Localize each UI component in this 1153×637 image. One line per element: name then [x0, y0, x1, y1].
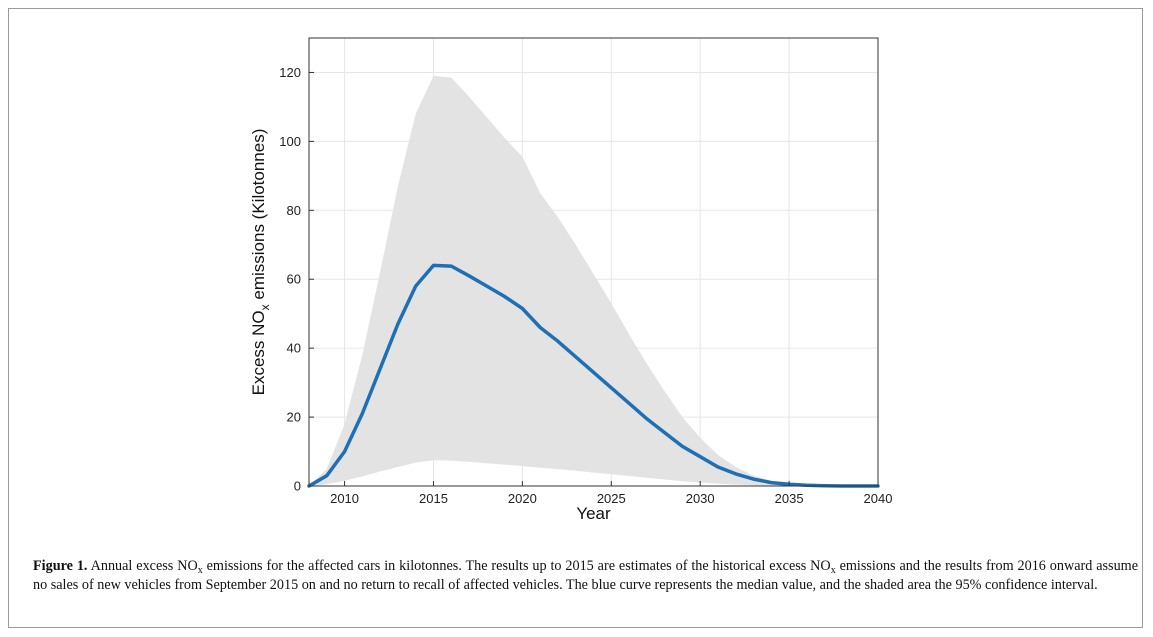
y-tick-label: 120 [279, 65, 301, 80]
x-tick-label: 2015 [419, 491, 448, 506]
figure-frame: 2010 2015 2020 2025 2030 2035 2040 0 20 40 60 80 100… [8, 8, 1143, 628]
chart: 2010 2015 2020 2025 2030 2035 2040020406080100… [9, 9, 1144, 549]
caption-text-2: emissions for the affected cars in kilot… [203, 558, 831, 574]
x-tick-label: 2020 [508, 491, 537, 506]
x-tick-label: 2030 [686, 491, 715, 506]
y-tick-label: 80 [287, 203, 301, 218]
figure-caption: Figure 1. Annual excess NOx emissions fo… [33, 557, 1138, 595]
y-tick-label: 40 [287, 341, 301, 356]
x-axis-label: Year [576, 504, 611, 523]
x-tick-label: 2040 [864, 491, 893, 506]
caption-text-1: Annual excess NO [87, 558, 197, 574]
y-tick-label: 100 [279, 134, 301, 149]
y-axis-label-prefix: Excess NO [249, 310, 268, 395]
y-tick-label: 20 [287, 410, 301, 425]
y-tick-label: 60 [287, 272, 301, 287]
y-axis-label: Excess NOx emissions (Kilotonnes) [249, 129, 272, 396]
figure-label: Figure 1. [33, 558, 87, 574]
x-tick-label: 2035 [775, 491, 804, 506]
x-tick-label: 2010 [330, 491, 359, 506]
y-axis-label-suffix: emissions (Kilotonnes) [249, 129, 268, 305]
y-tick-label: 0 [294, 479, 301, 494]
